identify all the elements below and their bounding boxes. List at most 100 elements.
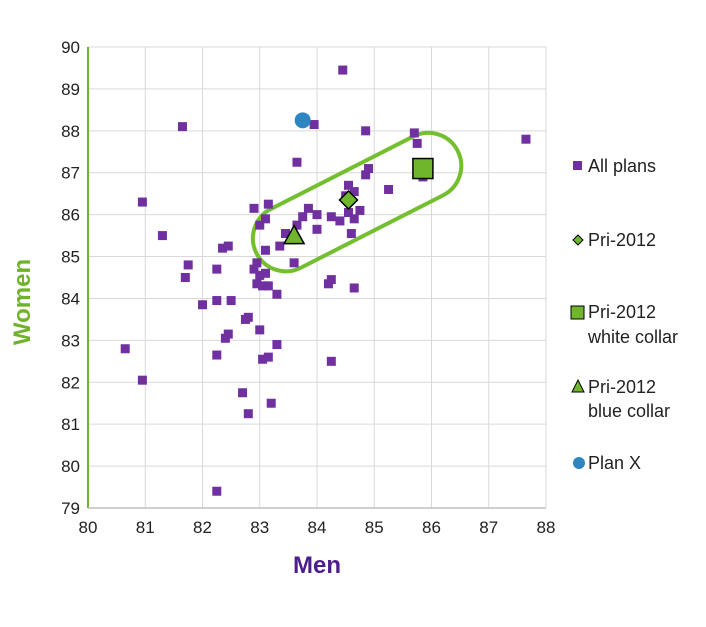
all-plans-point (323, 279, 333, 289)
y-tick-label: 80 (61, 457, 80, 476)
x-tick-label: 85 (365, 518, 384, 537)
all-plans-point (272, 289, 282, 299)
all-plans-point (212, 264, 222, 274)
pri-2012-white-collar-point (412, 157, 434, 180)
all-plans-point (312, 224, 322, 234)
all-plans-point (263, 281, 273, 291)
legend-label-white-collar-line2: white collar (587, 327, 678, 347)
axes (87, 47, 546, 509)
all-plans-point (272, 340, 282, 350)
legend-label-white-collar-line1: Pri-2012 (588, 302, 656, 322)
all-plans-point (409, 128, 419, 138)
all-plans-point (361, 170, 371, 180)
y-tick-label: 90 (61, 38, 80, 57)
all-plans-point (361, 126, 371, 136)
all-plans-point (364, 164, 374, 174)
all-plans-point (260, 214, 270, 224)
all-plans-point (298, 212, 308, 222)
plan-x-point (294, 112, 311, 129)
all-plans-point (252, 258, 262, 268)
all-plans-point (309, 120, 319, 130)
x-axis-title: Men (293, 552, 341, 579)
all-plans-point (384, 184, 394, 194)
legend-label-blue-collar-line1: Pri-2012 (588, 377, 656, 397)
data-points (120, 65, 531, 496)
all-plans-point (238, 388, 248, 398)
all-plans-point (260, 268, 270, 278)
x-tick-label: 87 (479, 518, 498, 537)
all-plans-point (157, 231, 167, 241)
y-tick-label: 81 (61, 415, 80, 434)
legend-swatch-all-plans (573, 161, 582, 170)
y-tick-label: 84 (61, 289, 80, 308)
y-tick-labels: 79 80 81 82 83 84 85 86 87 88 89 90 (61, 38, 80, 518)
all-plans-point (326, 356, 336, 366)
legend-label-blue-collar-line2: blue collar (588, 401, 670, 421)
all-plans-point (343, 180, 353, 190)
all-plans-point (335, 216, 345, 226)
pri-2012-point (338, 189, 359, 211)
all-plans-point (120, 344, 130, 354)
all-plans-point (355, 205, 365, 215)
x-tick-label: 86 (422, 518, 441, 537)
legend-swatch-blue-collar (571, 378, 585, 393)
all-plans-point (177, 122, 187, 132)
all-plans-point (275, 241, 285, 251)
y-tick-label: 82 (61, 373, 80, 392)
all-plans-point (255, 220, 265, 230)
all-plans-point (312, 210, 322, 220)
y-axis-title: Women (9, 259, 36, 345)
all-plans-point (183, 260, 193, 270)
all-plans-point (266, 398, 276, 408)
gridlines (87, 46, 547, 509)
all-plans-point (137, 375, 147, 385)
legend-swatch-plan-x (573, 457, 585, 469)
all-plans-point (349, 187, 359, 197)
all-plans-point (240, 314, 250, 324)
all-plans-point (249, 264, 259, 274)
highlight-ellipse (250, 130, 464, 274)
x-tick-label: 88 (537, 518, 556, 537)
all-plans-point (343, 208, 353, 218)
y-tick-label: 89 (61, 80, 80, 99)
all-plans-point (258, 281, 268, 291)
legend-label-all-plans: All plans (588, 156, 656, 176)
all-plans-point (326, 212, 336, 222)
all-plans-point (349, 214, 359, 224)
all-plans-point (226, 296, 236, 306)
all-plans-point (249, 203, 259, 213)
all-plans-point (260, 245, 270, 255)
x-tick-label: 83 (250, 518, 269, 537)
all-plans-point (255, 270, 265, 280)
all-plans-point (521, 134, 531, 144)
all-plans-point (212, 296, 222, 306)
all-plans-point (349, 283, 359, 293)
y-tick-label: 86 (61, 206, 80, 225)
all-plans-point (263, 199, 273, 209)
all-plans-point (263, 352, 273, 362)
y-tick-label: 83 (61, 331, 80, 350)
all-plans-point (180, 273, 190, 282)
all-plans-point (289, 258, 299, 268)
legend-label-plan-x: Plan X (588, 453, 641, 473)
all-plans-point (281, 228, 291, 238)
all-plans-point (292, 220, 302, 230)
y-tick-label: 85 (61, 248, 80, 267)
y-tick-label: 88 (61, 122, 80, 141)
all-plans-point (303, 203, 313, 213)
all-plans-point (338, 65, 348, 75)
legend-swatch-pri-2012 (572, 234, 584, 246)
all-plans-point (255, 325, 265, 335)
x-tick-label: 80 (79, 518, 98, 537)
y-tick-label: 87 (61, 164, 80, 183)
all-plans-point (346, 228, 356, 238)
all-plans-point (198, 300, 207, 310)
all-plans-point (212, 486, 222, 496)
legend: All plans Pri-2012 Pri-2012 white collar… (570, 156, 678, 473)
all-plans-point (292, 157, 302, 167)
all-plans-point (220, 333, 230, 343)
all-plans-point (212, 350, 222, 360)
y-tick-label: 79 (61, 499, 80, 518)
all-plans-point (243, 409, 253, 419)
